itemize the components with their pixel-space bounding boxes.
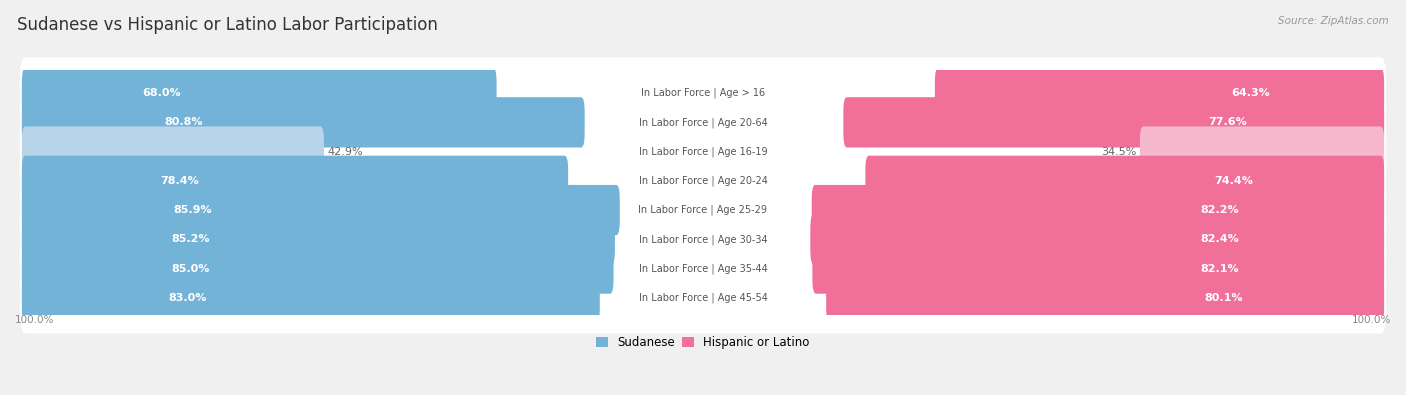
Text: 83.0%: 83.0% bbox=[169, 293, 207, 303]
Text: 82.1%: 82.1% bbox=[1201, 263, 1240, 274]
FancyBboxPatch shape bbox=[20, 57, 1386, 129]
Text: 100.0%: 100.0% bbox=[15, 315, 55, 325]
FancyBboxPatch shape bbox=[813, 243, 1384, 294]
Text: In Labor Force | Age 20-64: In Labor Force | Age 20-64 bbox=[638, 117, 768, 128]
FancyBboxPatch shape bbox=[20, 87, 1386, 158]
FancyBboxPatch shape bbox=[20, 204, 1386, 275]
FancyBboxPatch shape bbox=[844, 97, 1384, 147]
Text: 85.2%: 85.2% bbox=[172, 234, 211, 245]
FancyBboxPatch shape bbox=[22, 185, 620, 235]
FancyBboxPatch shape bbox=[22, 243, 613, 294]
FancyBboxPatch shape bbox=[22, 273, 600, 323]
Text: 34.5%: 34.5% bbox=[1101, 147, 1136, 156]
Text: In Labor Force | Age 30-34: In Labor Force | Age 30-34 bbox=[638, 234, 768, 245]
Text: 64.3%: 64.3% bbox=[1232, 88, 1270, 98]
Text: In Labor Force | Age 35-44: In Labor Force | Age 35-44 bbox=[638, 263, 768, 274]
FancyBboxPatch shape bbox=[20, 233, 1386, 304]
Text: Sudanese vs Hispanic or Latino Labor Participation: Sudanese vs Hispanic or Latino Labor Par… bbox=[17, 16, 437, 34]
FancyBboxPatch shape bbox=[22, 214, 614, 265]
FancyBboxPatch shape bbox=[20, 262, 1386, 333]
Text: 80.8%: 80.8% bbox=[165, 117, 202, 127]
Text: 78.4%: 78.4% bbox=[160, 176, 198, 186]
Text: In Labor Force | Age 25-29: In Labor Force | Age 25-29 bbox=[638, 205, 768, 215]
FancyBboxPatch shape bbox=[22, 97, 585, 147]
Legend: Sudanese, Hispanic or Latino: Sudanese, Hispanic or Latino bbox=[592, 331, 814, 354]
Text: 85.9%: 85.9% bbox=[173, 205, 212, 215]
Text: Source: ZipAtlas.com: Source: ZipAtlas.com bbox=[1278, 16, 1389, 26]
FancyBboxPatch shape bbox=[827, 273, 1384, 323]
Text: 80.1%: 80.1% bbox=[1205, 293, 1243, 303]
Text: In Labor Force | Age > 16: In Labor Force | Age > 16 bbox=[641, 88, 765, 98]
Text: 74.4%: 74.4% bbox=[1213, 176, 1253, 186]
Text: 42.9%: 42.9% bbox=[328, 147, 363, 156]
Text: 85.0%: 85.0% bbox=[172, 263, 209, 274]
FancyBboxPatch shape bbox=[810, 214, 1384, 265]
FancyBboxPatch shape bbox=[22, 156, 568, 206]
Text: In Labor Force | Age 20-24: In Labor Force | Age 20-24 bbox=[638, 176, 768, 186]
Text: In Labor Force | Age 45-54: In Labor Force | Age 45-54 bbox=[638, 293, 768, 303]
FancyBboxPatch shape bbox=[865, 156, 1384, 206]
Text: 68.0%: 68.0% bbox=[142, 88, 181, 98]
FancyBboxPatch shape bbox=[1140, 126, 1384, 177]
Text: 82.4%: 82.4% bbox=[1201, 234, 1239, 245]
FancyBboxPatch shape bbox=[811, 185, 1384, 235]
Text: 77.6%: 77.6% bbox=[1209, 117, 1247, 127]
FancyBboxPatch shape bbox=[20, 145, 1386, 216]
Text: In Labor Force | Age 16-19: In Labor Force | Age 16-19 bbox=[638, 146, 768, 157]
FancyBboxPatch shape bbox=[22, 68, 496, 118]
Text: 82.2%: 82.2% bbox=[1201, 205, 1239, 215]
Text: 100.0%: 100.0% bbox=[1351, 315, 1391, 325]
FancyBboxPatch shape bbox=[22, 126, 323, 177]
FancyBboxPatch shape bbox=[20, 116, 1386, 187]
FancyBboxPatch shape bbox=[20, 175, 1386, 246]
FancyBboxPatch shape bbox=[935, 68, 1384, 118]
